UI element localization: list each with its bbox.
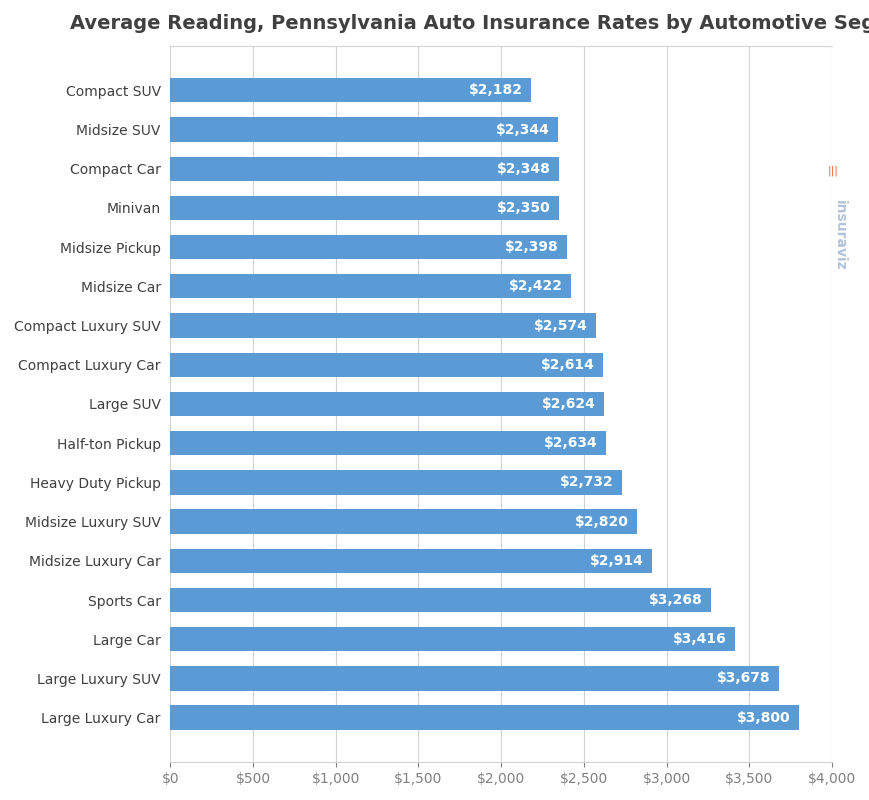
Text: $2,398: $2,398	[504, 240, 558, 254]
Text: $2,820: $2,820	[574, 514, 627, 529]
Bar	[170, 549, 652, 573]
Text: $3,800: $3,800	[736, 710, 790, 725]
Text: $2,614: $2,614	[540, 358, 594, 372]
Bar	[170, 706, 798, 730]
Bar	[170, 118, 557, 142]
Bar	[170, 196, 559, 220]
Bar	[170, 314, 595, 338]
Bar	[170, 78, 531, 102]
Text: $2,348: $2,348	[496, 162, 550, 176]
Text: $3,416: $3,416	[673, 632, 726, 646]
Bar	[170, 627, 734, 651]
Bar	[170, 470, 621, 494]
Text: $2,182: $2,182	[468, 83, 522, 98]
Bar	[170, 588, 710, 612]
Text: |||: |||	[827, 166, 838, 176]
Bar	[170, 157, 558, 181]
Bar	[170, 392, 604, 416]
Text: $2,732: $2,732	[560, 475, 614, 490]
Text: $2,344: $2,344	[495, 122, 549, 137]
Text: insuraviz: insuraviz	[832, 200, 846, 270]
Bar	[170, 235, 567, 259]
Text: $3,678: $3,678	[716, 671, 770, 686]
Text: $2,624: $2,624	[541, 397, 595, 411]
Text: $2,914: $2,914	[589, 554, 643, 568]
Bar	[170, 510, 636, 534]
Bar	[170, 353, 602, 377]
Text: $2,574: $2,574	[534, 318, 587, 333]
Text: $2,634: $2,634	[543, 436, 597, 450]
Bar	[170, 274, 570, 298]
Text: $3,268: $3,268	[648, 593, 702, 607]
Text: $2,350: $2,350	[496, 201, 550, 215]
Bar	[170, 666, 778, 690]
Text: $2,422: $2,422	[508, 279, 562, 294]
Bar	[170, 431, 606, 455]
Title: Average Reading, Pennsylvania Auto Insurance Rates by Automotive Segment: Average Reading, Pennsylvania Auto Insur…	[70, 14, 869, 33]
